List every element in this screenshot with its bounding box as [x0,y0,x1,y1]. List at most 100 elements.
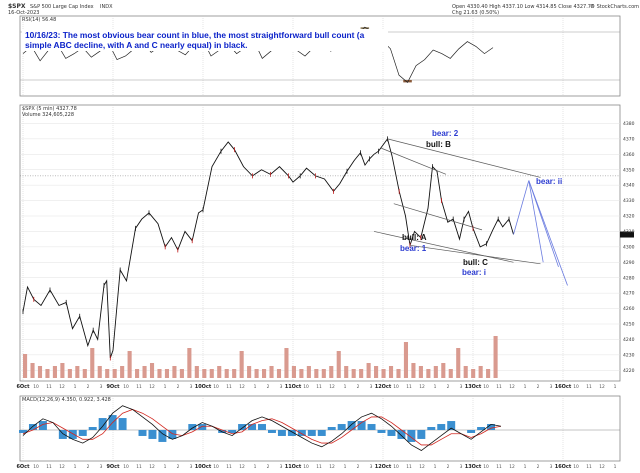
macd-line [22,405,502,452]
x-tick-label-hour: 3 [280,464,283,470]
channel-line [387,138,541,178]
rsi-panel [19,15,621,97]
volume-bar [411,363,416,378]
macd-histogram-bar [427,427,436,430]
rsi-oversold-fill [403,80,412,83]
y-tick-label: 4280 [623,275,635,281]
x-tick-label-hour: 3 [280,384,283,390]
x-tick-label-hour: 12 [239,384,245,390]
x-tick-label-hour: 3 [190,464,193,470]
x-tick-label-hour: 12 [239,464,245,470]
channel-line [373,231,514,263]
x-tick-label-hour: 3 [190,384,193,390]
volume-bar [239,351,244,378]
volume-bar [127,351,132,378]
volume-bar [254,369,259,378]
x-tick-label-hour: 1 [344,384,347,390]
x-tick-label-hour: 3 [370,384,373,390]
macd-histogram-bar [347,421,356,430]
x-tick-label-hour: 1 [344,464,347,470]
volume-bar [486,369,491,378]
volume-bar [194,366,199,378]
volume-bar [493,336,498,378]
x-tick-label-hour: 3 [100,384,103,390]
volume-bar [23,354,28,378]
x-tick-label-day: 10Oct [195,384,212,390]
volume-bar [321,369,326,378]
x-tick-label-hour: 10 [213,384,219,390]
volume-bar [37,366,43,378]
x-tick-label-hour: 1 [524,384,527,390]
x-tick-label-hour: 3 [460,384,463,390]
x-tick-label-hour: 1 [164,464,167,470]
x-tick-label-hour: 12 [59,384,65,390]
x-tick-label-hour: 2 [537,464,540,470]
chart-ohlc: Open 4330.40 High 4337.10 Low 4314.85 Cl… [452,4,595,10]
macd-histogram-bar [148,430,157,439]
x-tick-label-hour: 12 [149,384,155,390]
volume-bar [164,369,170,378]
volume-bar [179,369,184,378]
volume-bar [403,342,409,378]
macd-histogram-bar [377,430,386,433]
channel-line [409,244,541,265]
projection-line [528,180,544,263]
volume-bar [52,366,57,378]
macd-histogram-bar [287,430,296,436]
macd-histogram-bar [19,430,27,433]
volume-bar [60,363,65,378]
x-tick-label-hour: 12 [509,384,515,390]
volume-label: Volume 324,605,228 [22,112,74,118]
volume-bar [329,366,334,378]
volume-bar [75,366,80,378]
volume-bar [314,369,319,378]
x-tick-label-hour: 12 [599,464,605,470]
projection-line [513,180,530,235]
volume-bar [276,369,282,378]
macd-histogram-bar [387,430,396,436]
macd-histogram-bar [447,421,456,430]
volume-bar [366,363,371,378]
macd-histogram-bar [417,430,426,439]
x-tick-label-hour: 10 [573,464,579,470]
x-tick-label-hour: 12 [599,384,605,390]
x-tick-label-hour: 11 [46,384,52,390]
x-tick-label-hour: 2 [177,384,180,390]
macd-histogram-bar [367,424,376,430]
x-tick-label-hour: 1 [434,464,437,470]
x-tick-label-hour: 1 [254,384,257,390]
x-tick-label-day: 13Oct [465,464,482,470]
y-tick-label: 4230 [623,352,635,358]
chart-change: Chg 21.63 (0.50%) [452,10,500,16]
x-tick-label-hour: 12 [149,464,155,470]
volume-bar [90,348,95,378]
volume-bar [381,369,386,378]
wave-label-bear-2: bear: 2 [432,129,459,138]
volume-bar [262,369,267,378]
volume-bar [135,369,140,378]
x-tick-label-hour: 11 [496,384,502,390]
x-tick-label-hour: 12 [419,384,425,390]
macd-histogram-bar [277,430,286,436]
macd-histogram-bar [317,430,326,436]
wave-label-bull-c: bull: C [463,258,488,267]
volume-bar [299,369,304,378]
volume-bar [187,348,192,378]
volume-bar [388,366,394,378]
macd-histogram-bar [68,430,77,439]
volume-bar [45,369,50,378]
x-tick-label-hour: 10 [303,464,309,470]
volume-bar [344,366,349,378]
x-tick-label-hour: 2 [177,464,180,470]
y-tick-label: 4290 [623,260,635,266]
macd-histogram-bar [158,430,167,442]
volume-bar [456,348,461,378]
x-tick-label-hour: 10 [483,464,489,470]
x-tick-label-day: 13Oct [465,384,482,390]
macd-histogram-bar [477,427,486,430]
x-tick-label-hour: 1 [164,384,167,390]
y-tick-label: 4310 [623,229,635,235]
annotation-note: 10/16/23: The most obvious bear count in… [22,29,388,51]
x-tick-label-hour: 10 [123,384,129,390]
